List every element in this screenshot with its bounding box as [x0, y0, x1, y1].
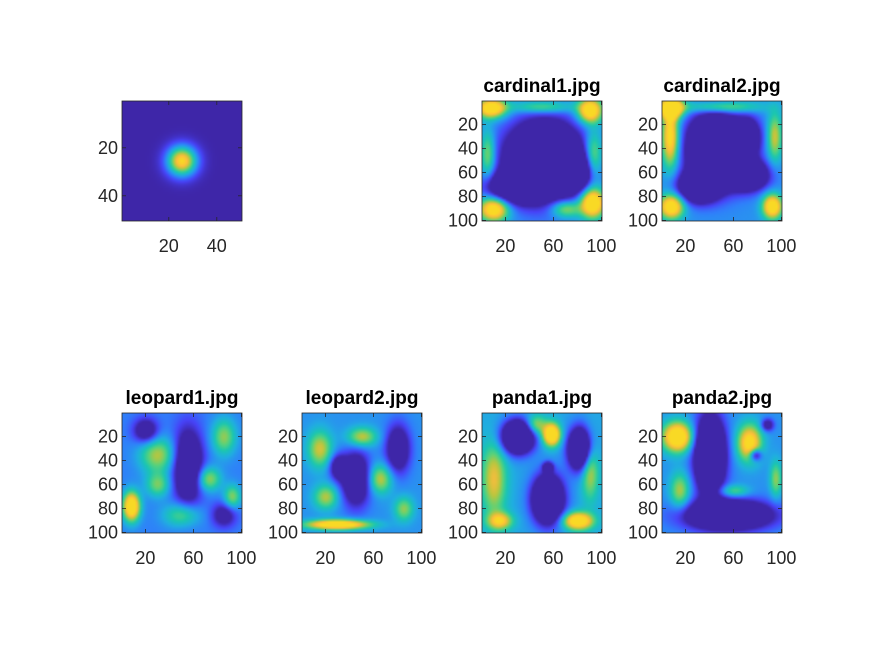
y-tick-label: 40 — [278, 450, 298, 470]
x-tick-label: 100 — [226, 548, 256, 568]
heatmap-panel-1: 20 60 100 20 40 60 80 100 cardinal1.jpg — [448, 76, 616, 256]
panel-title: cardinal1.jpg — [483, 76, 600, 97]
x-tick-label: 100 — [586, 548, 616, 568]
x-tick-label: 20 — [495, 236, 515, 256]
y-tick-label: 40 — [638, 450, 658, 470]
x-tick-label: 20 — [315, 548, 335, 568]
x-tick-label: 20 — [495, 548, 515, 568]
y-tick-label: 100 — [88, 522, 118, 542]
y-tick-label: 80 — [458, 498, 478, 518]
x-tick-label: 20 — [135, 548, 155, 568]
y-tick-label: 20 — [278, 426, 298, 446]
x-tick-label: 60 — [183, 548, 203, 568]
y-tick-label: 80 — [458, 186, 478, 206]
x-tick-label: 60 — [543, 236, 563, 256]
x-tick-label: 100 — [586, 236, 616, 256]
y-tick-label: 80 — [638, 186, 658, 206]
y-tick-label: 100 — [268, 522, 298, 542]
axes-box-2 — [661, 100, 783, 222]
y-tick-label: 60 — [278, 474, 298, 494]
heatmap-image-0 — [122, 101, 242, 221]
panel-title: leopard1.jpg — [126, 388, 239, 409]
y-tick-label: 100 — [628, 210, 658, 230]
y-tick-label: 100 — [628, 522, 658, 542]
heatmap-panel-5: 20 60 100 20 40 60 80 100 panda1.jpg — [448, 388, 616, 568]
x-tick-label: 100 — [766, 236, 796, 256]
axes-box-0 — [121, 100, 243, 222]
y-tick-label: 60 — [638, 162, 658, 182]
y-tick-label: 80 — [278, 498, 298, 518]
heatmap-panel-4: 20 60 100 20 40 60 80 100 leopard2.jpg — [268, 388, 436, 568]
y-tick-label: 40 — [98, 186, 118, 206]
y-tick-label: 60 — [98, 474, 118, 494]
heatmap-image-3 — [122, 413, 242, 533]
panel-title: cardinal2.jpg — [663, 76, 780, 97]
axes-box-5 — [481, 412, 603, 534]
x-tick-label: 20 — [159, 236, 179, 256]
y-tick-label: 20 — [98, 138, 118, 158]
heatmap-image-6 — [662, 413, 782, 533]
heatmap-image-2 — [662, 101, 782, 221]
y-tick-label: 40 — [458, 138, 478, 158]
axes-box-6 — [661, 412, 783, 534]
panel-title: leopard2.jpg — [306, 388, 419, 409]
y-tick-label: 20 — [638, 426, 658, 446]
y-tick-label: 100 — [448, 522, 478, 542]
x-tick-label: 60 — [363, 548, 383, 568]
heatmap-image-1 — [482, 101, 602, 221]
y-tick-label: 40 — [98, 450, 118, 470]
y-tick-label: 20 — [458, 114, 478, 134]
x-tick-label: 20 — [675, 548, 695, 568]
heatmap-panel-2: 20 60 100 20 40 60 80 100 cardinal2.jpg — [628, 76, 796, 256]
x-tick-label: 100 — [766, 548, 796, 568]
y-tick-label: 100 — [448, 210, 478, 230]
x-tick-label: 60 — [543, 548, 563, 568]
y-tick-label: 60 — [458, 162, 478, 182]
y-tick-label: 60 — [458, 474, 478, 494]
heatmap-image-4 — [302, 413, 422, 533]
x-tick-label: 60 — [723, 236, 743, 256]
y-tick-label: 60 — [638, 474, 658, 494]
x-tick-label: 20 — [675, 236, 695, 256]
heatmap-panel-3: 20 60 100 20 40 60 80 100 leopard1.jpg — [88, 388, 256, 568]
y-tick-label: 40 — [638, 138, 658, 158]
y-tick-label: 40 — [458, 450, 478, 470]
x-tick-label: 100 — [406, 548, 436, 568]
y-tick-label: 20 — [458, 426, 478, 446]
y-tick-label: 80 — [638, 498, 658, 518]
heatmap-panel-0: 20 40 20 40 — [98, 100, 243, 256]
x-tick-label: 40 — [207, 236, 227, 256]
heatmap-image-5 — [482, 413, 602, 533]
heatmap-panel-6: 20 60 100 20 40 60 80 100 panda2.jpg — [628, 388, 796, 568]
panel-title: panda1.jpg — [492, 388, 592, 409]
panel-title: panda2.jpg — [672, 388, 772, 409]
axes-box-4 — [301, 412, 423, 534]
y-tick-label: 20 — [98, 426, 118, 446]
y-tick-label: 20 — [638, 114, 658, 134]
y-tick-label: 80 — [98, 498, 118, 518]
axes-box-1 — [481, 100, 603, 222]
x-tick-label: 60 — [723, 548, 743, 568]
axes-box-3 — [121, 412, 243, 534]
